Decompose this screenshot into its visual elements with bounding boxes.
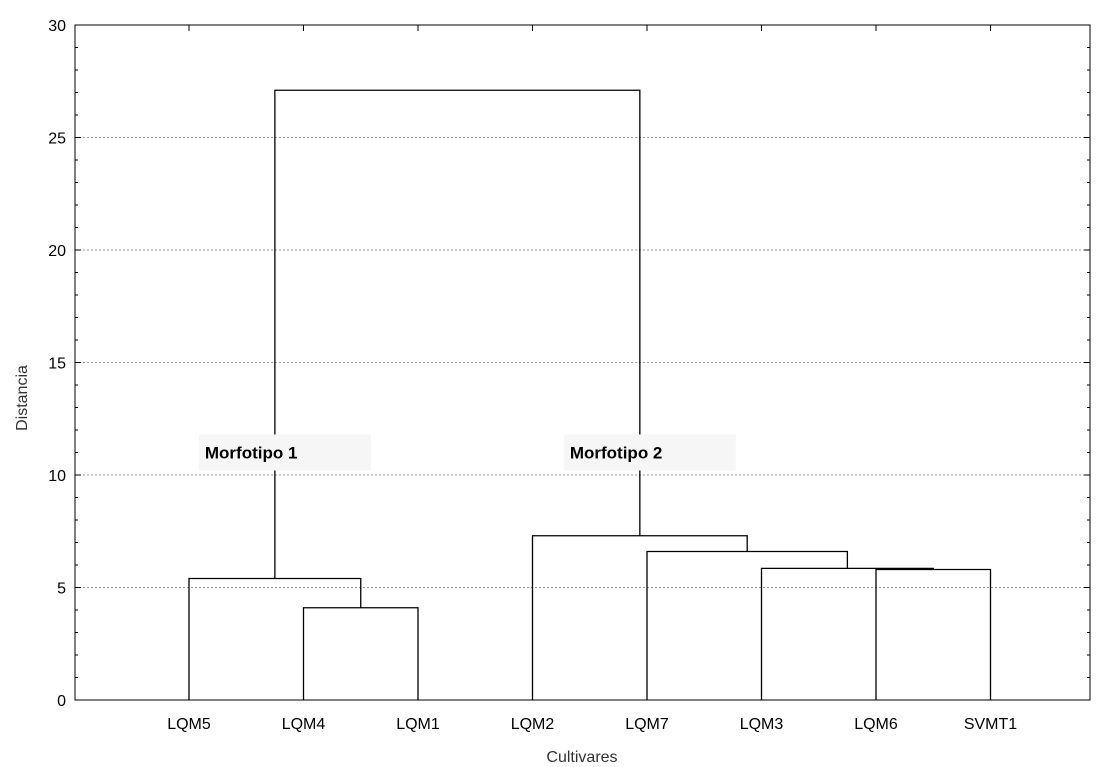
dendrogram-links (188, 89, 992, 700)
y-tick-label: 0 (57, 693, 66, 710)
x-tick-label: LQM2 (511, 716, 555, 733)
y-axis-ticks: 0 5 10 15 20 25 30 (48, 18, 1090, 710)
y-tick-label: 20 (48, 243, 66, 260)
cluster-annotations: Morfotipo 1 Morfotipo 2 (198, 434, 736, 471)
x-tick-label: LQM7 (625, 716, 669, 733)
cluster-label: Morfotipo 1 (205, 444, 298, 463)
y-axis-title: Distancia (14, 365, 31, 431)
x-tick-label: LQM3 (740, 716, 784, 733)
y-tick-label: 30 (48, 18, 66, 35)
cluster-label: Morfotipo 2 (570, 444, 663, 463)
grid-lines (75, 137, 1090, 588)
dendrogram-link (274, 89, 641, 579)
x-tick-label: SVMT1 (964, 716, 1017, 733)
annotation-background (563, 434, 736, 471)
annotation-background (198, 434, 371, 471)
y-tick-label: 15 (48, 356, 66, 373)
x-tick-label: LQM5 (167, 716, 211, 733)
x-tick-label: LQM1 (396, 716, 440, 733)
y-tick-label: 25 (48, 131, 66, 148)
x-tick-label: LQM6 (854, 716, 898, 733)
x-tick-label: LQM4 (282, 716, 326, 733)
x-axis-title: Cultivares (546, 749, 617, 766)
x-axis-ticks: LQM5 LQM4 LQM1 LQM2 LQM7 LQM3 LQM6 SVMT1 (167, 25, 1017, 733)
y-tick-label: 5 (57, 581, 66, 598)
y-tick-label: 10 (48, 468, 66, 485)
